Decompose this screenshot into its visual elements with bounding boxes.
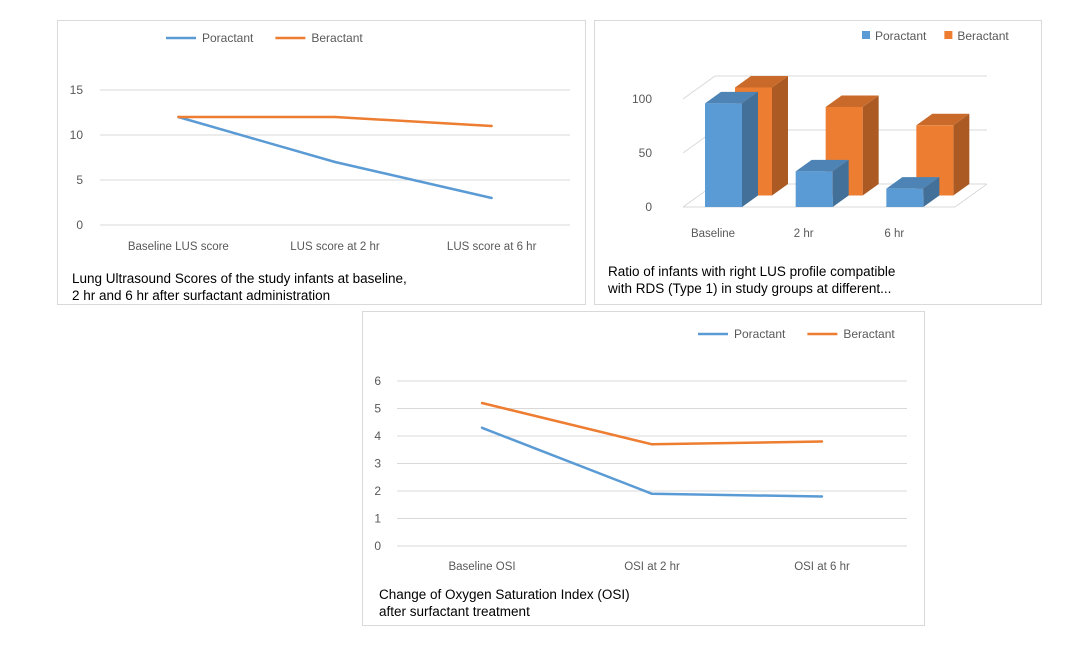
y-tick-label: 6 (374, 374, 381, 388)
x-tick-label: Baseline LUS score (128, 241, 229, 253)
y-tick-label: 0 (76, 218, 83, 232)
chart-caption: Ratio of infants with right LUS profile … (608, 263, 895, 297)
floor-line (954, 183, 988, 208)
bar-side (772, 76, 788, 196)
chart-caption: Lung Ultrasound Scores of the study infa… (72, 270, 407, 304)
legend-label-beractant: Beractant (957, 29, 1009, 43)
legend-swatch-beractant (944, 31, 953, 39)
data-point (650, 443, 654, 446)
y-tick-label: 5 (76, 173, 83, 187)
series-line-poractant (177, 115, 492, 200)
bar-top (795, 159, 849, 172)
x-tick-label: 2 hr (794, 228, 814, 240)
y-tick-label: 2 (374, 484, 381, 498)
y-tick-label: 1 (374, 512, 381, 526)
lus-score-chart: Poractant Beractant 0 5 10 15 Baseline LUS sco… (70, 31, 570, 253)
y-tick-label: 0 (374, 539, 381, 553)
osi-chart: Poractant Beractant 0 1 2 3 4 5 6 Baseline OSI OSI… (374, 327, 907, 573)
data-point (490, 196, 493, 200)
bar-side (862, 95, 879, 196)
y-tick-label: 15 (70, 83, 84, 97)
caption-line-1: Lung Ultrasound Scores of the study infa… (72, 271, 407, 286)
gridline (682, 75, 716, 100)
chart-caption: Change of Oxygen Saturation Index (OSI) … (379, 586, 630, 620)
data-point (650, 492, 654, 495)
bar-front (795, 171, 833, 207)
legend-label-poractant: Poractant (875, 29, 927, 43)
data-point (480, 401, 484, 405)
bar-top (886, 177, 940, 189)
series-line-beractant (178, 115, 492, 128)
y-tick-label: 5 (374, 402, 381, 416)
data-point (333, 115, 337, 119)
legend-swatch-poractant (862, 31, 870, 39)
x-tick-label: Baseline OSI (448, 561, 515, 573)
data-point (480, 426, 484, 429)
y-tick-label: 4 (374, 429, 381, 443)
legend-label-beractant: Beractant (311, 31, 363, 45)
y-tick-label: 0 (645, 200, 652, 214)
y-tick-label: 100 (632, 92, 652, 106)
bar-top (916, 113, 970, 126)
bar-top (825, 95, 879, 107)
x-tick-label: OSI at 2 hr (624, 561, 680, 573)
caption-line-2: with RDS (Type 1) in study groups at dif… (608, 281, 892, 296)
bar-front (705, 103, 742, 207)
bar-side (832, 159, 849, 207)
series-line-poractant (481, 426, 823, 498)
bar-front (886, 188, 924, 207)
x-tick-label: LUS score at 2 hr (290, 241, 380, 253)
legend-label-beractant: Beractant (843, 327, 895, 341)
osi-chart-panel: Poractant Beractant 0 1 2 3 4 5 6 Baseline OSI OSI… (362, 311, 925, 626)
data-point (333, 160, 337, 164)
data-point (820, 440, 824, 443)
bar-side (742, 91, 758, 207)
x-tick-label: OSI at 6 hr (794, 561, 850, 573)
rds-ratio-chart-panel: Poractant Beractant 0 50 100 Baseline 2 hr 6 hr… (594, 20, 1042, 305)
caption-line-1: Change of Oxygen Saturation Index (OSI) (379, 587, 630, 602)
bar-side (923, 177, 940, 207)
bar-top (735, 76, 788, 88)
caption-line-2: 2 hr and 6 hr after surfactant administr… (72, 288, 331, 303)
series-line-beractant (481, 401, 823, 446)
lus-score-chart-panel: Poractant Beractant 0 5 10 15 Baseline LUS sco… (57, 20, 586, 305)
x-tick-label: Baseline (691, 228, 735, 240)
legend-label-poractant: Poractant (734, 327, 786, 341)
caption-line-1: Ratio of infants with right LUS profile … (608, 264, 896, 279)
rds-ratio-chart: Poractant Beractant 0 50 100 Baseline 2 hr 6 hr (632, 29, 1009, 240)
bar-side (953, 113, 970, 196)
x-tick-label: 6 hr (884, 228, 904, 240)
legend-label-poractant: Poractant (202, 31, 254, 45)
data-point (490, 124, 493, 128)
data-point (177, 115, 180, 119)
caption-line-2: after surfactant treatment (379, 604, 530, 619)
y-tick-label: 10 (70, 128, 84, 142)
x-tick-label: LUS score at 6 hr (447, 241, 537, 253)
bar-top (705, 91, 758, 104)
y-tick-label: 3 (374, 457, 381, 471)
data-point (820, 495, 824, 498)
y-tick-label: 50 (639, 146, 653, 160)
